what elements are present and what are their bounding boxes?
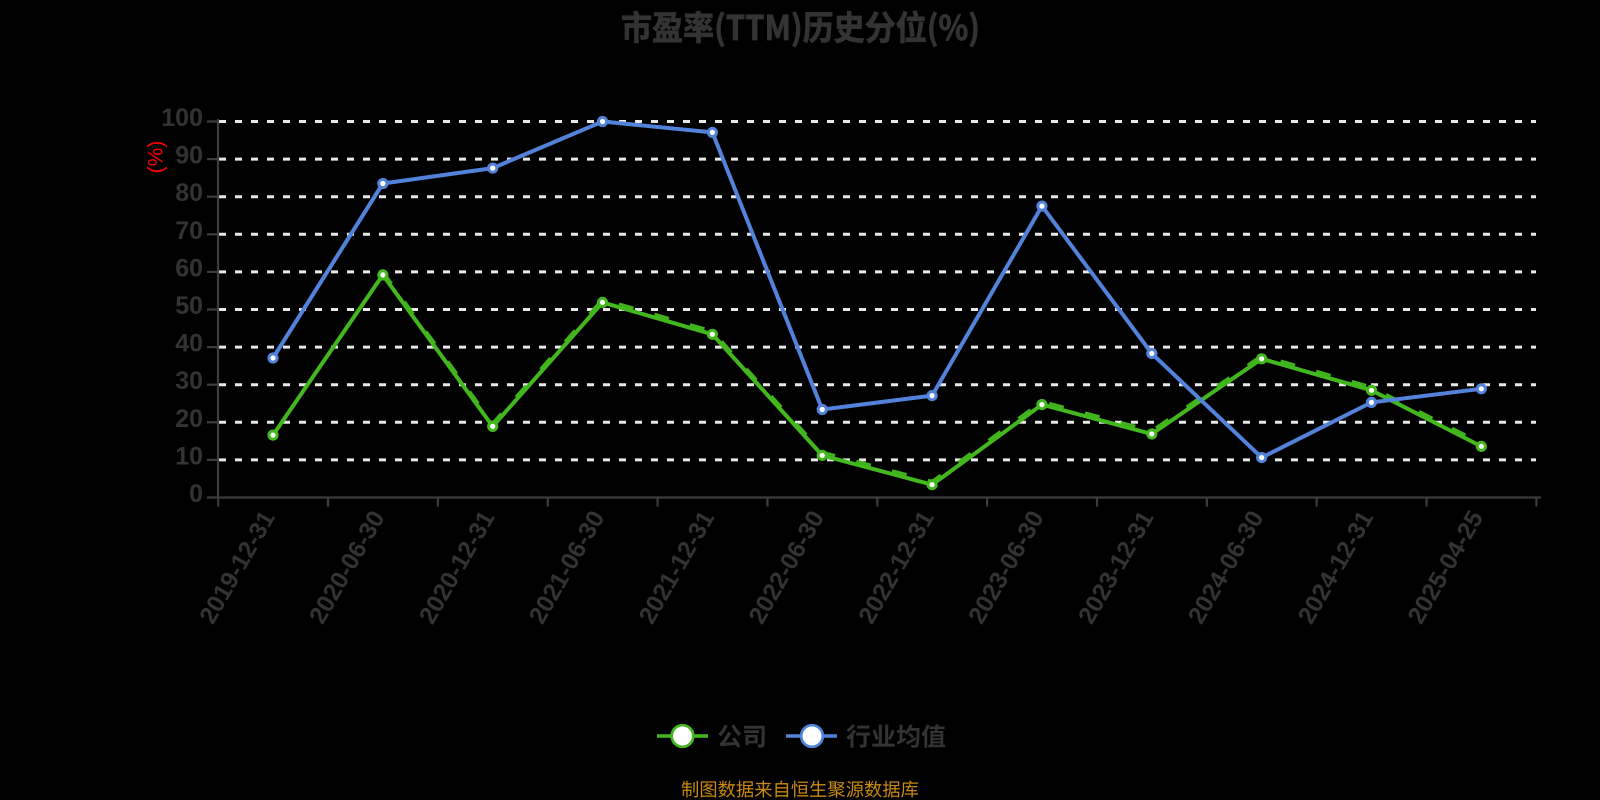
svg-text:100: 100 xyxy=(161,104,203,132)
svg-text:40: 40 xyxy=(175,330,203,358)
svg-text:90: 90 xyxy=(175,142,203,170)
svg-text:(%): (%) xyxy=(145,141,168,174)
svg-text:50: 50 xyxy=(175,292,203,320)
svg-text:70: 70 xyxy=(175,217,203,245)
svg-text:20: 20 xyxy=(175,405,203,433)
svg-text:30: 30 xyxy=(175,367,203,395)
svg-text:10: 10 xyxy=(175,442,203,470)
svg-text:60: 60 xyxy=(175,254,203,282)
svg-text:0: 0 xyxy=(189,480,203,508)
svg-text:80: 80 xyxy=(175,179,203,207)
